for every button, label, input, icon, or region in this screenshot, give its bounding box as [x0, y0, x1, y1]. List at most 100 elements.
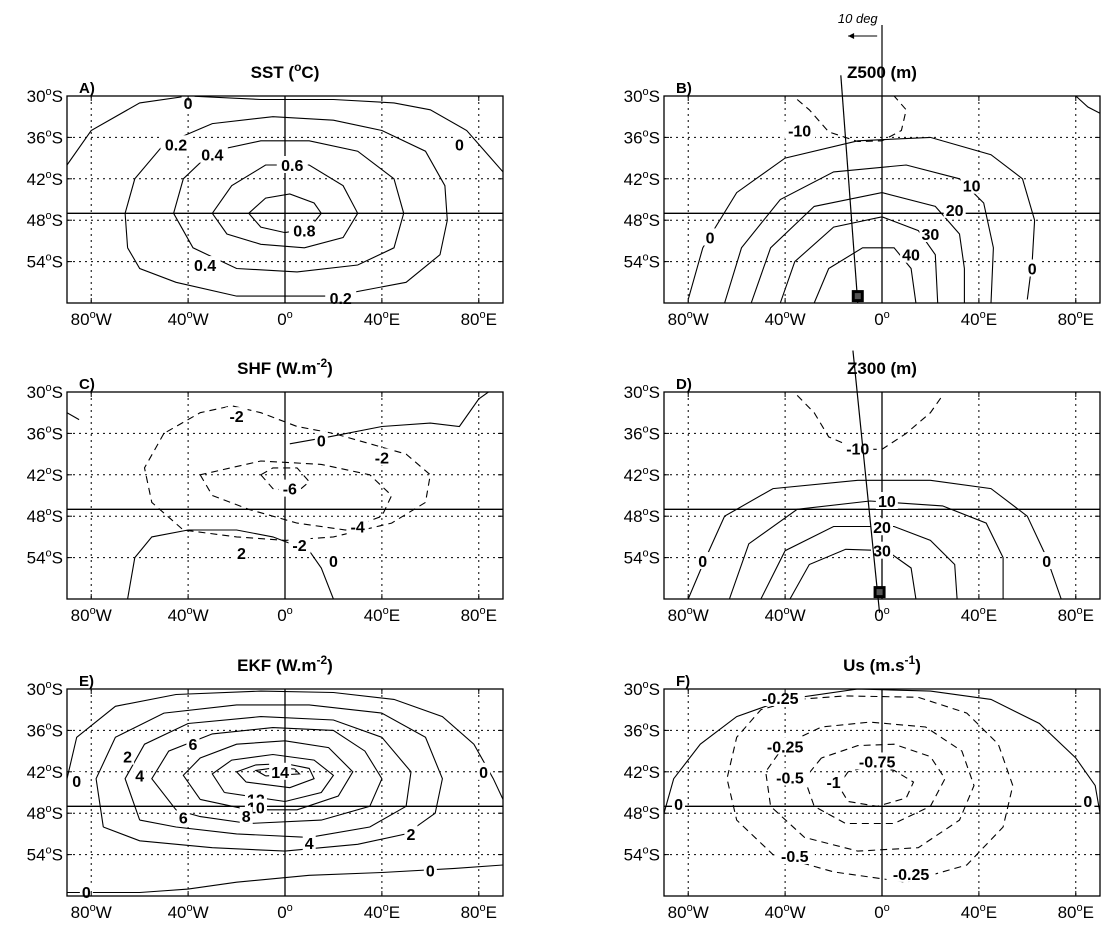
y-tick-label: 30oS — [624, 679, 660, 699]
contour-line — [789, 548, 917, 599]
contour-label: -0.25 — [767, 739, 804, 756]
y-tick-label: 42oS — [27, 465, 63, 485]
contour-label: 0.2 — [330, 291, 352, 308]
x-tick-label: 40oW — [168, 309, 209, 329]
contour-label: 4 — [305, 836, 314, 853]
contour-label-bg — [871, 518, 893, 536]
x-tick-label: 40oE — [364, 902, 400, 922]
contour-label: 0 — [455, 137, 464, 154]
contour-label: 30 — [873, 544, 891, 561]
contour-line — [289, 392, 490, 445]
x-tick-label: 40oE — [364, 309, 400, 329]
panel-1: 0 0 0.2 0.4 0.6 0.8 0.4 0.2 80oW 40oW 0o 40oE 80oE 30… — [27, 60, 504, 329]
contour-label: 0 — [1028, 262, 1037, 279]
x-tick-label: 80oW — [668, 902, 709, 922]
panel-label: B) — [676, 80, 692, 97]
contour-label-bg — [225, 407, 248, 425]
y-tick-label: 54oS — [624, 252, 660, 272]
x-tick-label: 80oE — [1058, 605, 1094, 625]
x-tick-label: 40oE — [364, 605, 400, 625]
contour-label: -0.25 — [762, 691, 799, 708]
contour-line — [211, 753, 335, 803]
y-tick-label: 36oS — [27, 127, 63, 147]
contour-label: 0 — [698, 554, 707, 571]
contour-label: 6 — [179, 810, 188, 827]
contour-line — [67, 690, 503, 800]
contour-label: -4 — [351, 520, 365, 537]
contour-label: -0.75 — [859, 754, 896, 771]
contour-line — [182, 740, 354, 811]
contour-label-bg — [822, 773, 845, 791]
contour-label-bg — [784, 121, 816, 139]
contour-line — [760, 525, 958, 599]
contour-label-bg — [288, 221, 320, 239]
contour-label-bg — [919, 225, 942, 242]
contour-label: 40 — [902, 248, 920, 265]
contour-label: -6 — [283, 482, 297, 499]
contour-line — [1075, 96, 1100, 114]
y-tick-label: 42oS — [624, 169, 660, 189]
contour-label: 0 — [329, 554, 338, 571]
contour-label-bg — [314, 431, 328, 449]
x-tick-label: 40oW — [168, 902, 209, 922]
contour-label: -0.5 — [776, 770, 804, 787]
y-tick-label: 42oS — [624, 465, 660, 485]
x-tick-label: 40oW — [765, 309, 806, 329]
contour-line — [728, 500, 1004, 599]
contour-label: 30 — [922, 227, 940, 244]
contour-label: -10 — [788, 124, 811, 141]
contour-label: 2 — [407, 827, 416, 844]
contour-label: 0.2 — [165, 137, 187, 154]
x-tick-label: 40oW — [168, 605, 209, 625]
contour-label-bg — [70, 771, 84, 789]
tilt-line — [840, 75, 859, 304]
x-tick-label: 40oE — [961, 605, 997, 625]
tilt-line — [852, 350, 881, 613]
y-tick-label: 54oS — [624, 845, 660, 865]
contour-line — [726, 695, 1014, 883]
panel-label: C) — [79, 376, 95, 393]
tilt-annotation: 10 deg — [838, 11, 879, 26]
contour-label-bg — [960, 176, 983, 194]
contour-line — [211, 164, 359, 249]
contour-label: 0 — [317, 433, 326, 450]
contour-label-bg — [1040, 552, 1054, 570]
x-tick-label: 80oE — [461, 309, 497, 329]
contour-label: 20 — [873, 520, 891, 537]
contour-line — [248, 193, 322, 234]
contour-line — [199, 460, 393, 531]
contour-label-bg — [672, 795, 686, 813]
contour-label-bg — [423, 861, 437, 879]
x-tick-label: 80oW — [668, 309, 709, 329]
y-tick-label: 30oS — [27, 679, 63, 699]
x-tick-label: 80oE — [461, 605, 497, 625]
contour-line — [95, 704, 443, 852]
y-tick-label: 30oS — [27, 382, 63, 402]
y-tick-label: 48oS — [27, 506, 63, 526]
contour-label-bg — [875, 492, 898, 510]
y-tick-label: 48oS — [624, 210, 660, 230]
contour-label-bg — [452, 135, 466, 153]
panel-6: -0.25 -0.25 -0.5 -0.75 -1 -0.5 -0.25 0 0 80oW 40oW… — [624, 653, 1101, 922]
x-tick-label: 40oW — [765, 605, 806, 625]
contour-label: 14 — [271, 765, 289, 782]
y-tick-label: 54oS — [27, 845, 63, 865]
contour-label: 0 — [674, 797, 683, 814]
contour-label-bg — [755, 688, 805, 706]
contour-label: 0 — [1042, 554, 1051, 571]
contour-label-bg — [234, 543, 248, 561]
y-tick-label: 48oS — [624, 803, 660, 823]
contour-label: 2 — [237, 546, 246, 563]
y-tick-label: 42oS — [624, 762, 660, 782]
y-tick-label: 48oS — [27, 803, 63, 823]
panel-3: -2 0 -2 -6 -4 -2 2 0 80oW 40oW 0o 40oE 80oE 30oS 36oS 4… — [27, 356, 504, 625]
contour-label: 0 — [426, 863, 435, 880]
panel-title: SHF (W.m-2) — [237, 356, 333, 378]
y-tick-label: 48oS — [27, 210, 63, 230]
x-tick-label: 80oW — [71, 605, 112, 625]
x-tick-label: 0o — [277, 605, 293, 625]
contour-label: 0.4 — [194, 258, 216, 275]
contour-label-bg — [769, 768, 810, 786]
contour-line — [687, 136, 1036, 300]
